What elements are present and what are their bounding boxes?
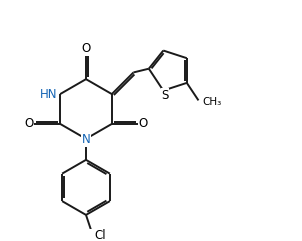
Text: N: N (82, 133, 90, 146)
Text: O: O (81, 42, 91, 55)
Text: O: O (138, 117, 147, 130)
Text: Cl: Cl (94, 229, 106, 241)
Text: HN: HN (40, 87, 58, 100)
Text: S: S (162, 89, 169, 102)
Text: CH₃: CH₃ (202, 97, 222, 107)
Text: O: O (24, 117, 34, 130)
